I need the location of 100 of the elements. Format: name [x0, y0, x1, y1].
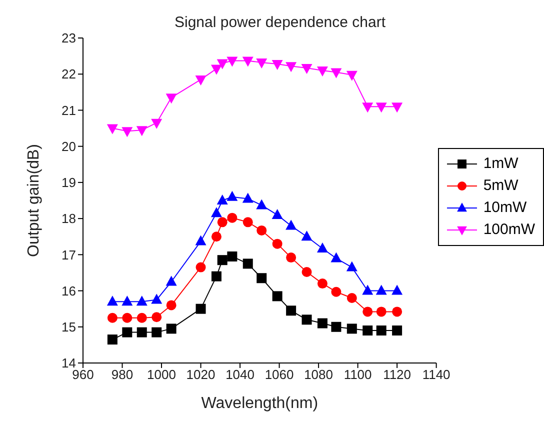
- point: [286, 62, 297, 72]
- y-tick-label: 18: [62, 211, 76, 226]
- point: [152, 327, 162, 338]
- point: [242, 192, 254, 203]
- x-tick-label: 1080: [304, 367, 334, 382]
- x-tick-label: 1060: [264, 367, 294, 382]
- point: [242, 258, 253, 269]
- point: [217, 255, 228, 266]
- point: [286, 220, 297, 230]
- point: [316, 242, 328, 253]
- point: [196, 304, 206, 314]
- point: [226, 56, 238, 67]
- point: [151, 118, 162, 129]
- point: [122, 296, 133, 306]
- point: [392, 102, 403, 113]
- point: [217, 217, 228, 228]
- point: [122, 127, 133, 138]
- point: [242, 217, 253, 228]
- point: [195, 76, 206, 86]
- point: [272, 60, 283, 70]
- point: [272, 238, 282, 249]
- point: [166, 300, 176, 310]
- point: [256, 58, 268, 69]
- point: [166, 324, 176, 334]
- point: [286, 252, 296, 263]
- point: [302, 267, 312, 277]
- point: [227, 251, 238, 262]
- x-tick-label: 1020: [186, 367, 216, 382]
- point: [392, 306, 402, 317]
- point: [362, 306, 373, 317]
- point: [301, 64, 312, 74]
- x-axis-title: Wavelength(nm): [201, 395, 318, 412]
- point: [362, 284, 374, 295]
- point: [256, 225, 267, 236]
- point: [272, 208, 283, 219]
- point: [211, 232, 222, 242]
- point: [210, 64, 222, 75]
- legend-label: 5mW: [483, 176, 518, 196]
- point: [106, 296, 118, 306]
- point: [392, 326, 402, 336]
- point: [286, 306, 296, 316]
- y-tick-label: 19: [62, 175, 76, 190]
- point: [331, 286, 342, 297]
- x-tick-label: 980: [111, 367, 134, 382]
- y-tick-label: 16: [62, 283, 76, 298]
- y-tick-label: 23: [62, 30, 76, 46]
- y-axis-title: Output gain(dB): [26, 144, 43, 257]
- point: [151, 294, 162, 304]
- x-tick-label: 1040: [226, 367, 254, 382]
- chart-title: Signal power dependence chart: [174, 14, 386, 31]
- point: [346, 293, 357, 303]
- legend-label: 10mW: [483, 198, 527, 218]
- point: [216, 59, 228, 70]
- point: [376, 326, 386, 336]
- point: [272, 291, 282, 302]
- legend-label: 1mW: [483, 154, 518, 174]
- point: [107, 312, 118, 323]
- point: [376, 102, 387, 113]
- point: [136, 312, 147, 323]
- point: [346, 70, 358, 81]
- point: [316, 66, 328, 76]
- point: [166, 94, 177, 104]
- point: [106, 124, 118, 134]
- y-tick-label: 20: [62, 138, 76, 154]
- x-tick-label: 1000: [147, 367, 176, 382]
- point: [330, 68, 342, 78]
- x-tick-label: 1120: [383, 367, 412, 382]
- x-tick-label: 1100: [344, 367, 372, 382]
- point: [392, 284, 403, 295]
- point: [152, 312, 162, 322]
- y-tick-label: 21: [62, 102, 76, 118]
- point: [330, 252, 342, 262]
- point: [346, 261, 358, 272]
- point: [136, 126, 148, 136]
- point: [331, 322, 342, 332]
- point: [122, 327, 132, 338]
- point: [216, 194, 228, 204]
- point: [166, 276, 177, 286]
- point: [195, 235, 206, 246]
- x-tick-label: 1140: [422, 367, 450, 382]
- point: [301, 230, 312, 241]
- point: [376, 306, 386, 317]
- point: [256, 199, 268, 210]
- point: [136, 327, 147, 338]
- point: [317, 318, 328, 328]
- y-tick-label: 22: [62, 66, 76, 82]
- point: [362, 102, 374, 113]
- point: [226, 190, 238, 201]
- point: [242, 56, 254, 67]
- point: [376, 284, 387, 295]
- point: [210, 207, 222, 218]
- point: [302, 314, 312, 325]
- point: [256, 273, 267, 284]
- point: [107, 334, 118, 345]
- point: [211, 271, 222, 282]
- y-tick-label: 17: [62, 247, 76, 262]
- legend-label: 100mW: [483, 220, 535, 240]
- point: [362, 326, 373, 336]
- point: [122, 312, 132, 323]
- point: [346, 324, 357, 334]
